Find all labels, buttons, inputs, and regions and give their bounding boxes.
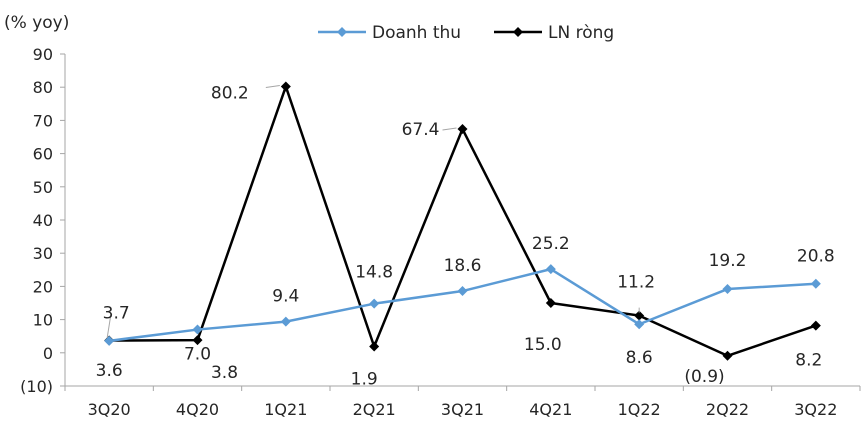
x-tick-label: 4Q21 (529, 400, 572, 419)
x-tick-label: 1Q21 (264, 400, 307, 419)
data-point (545, 298, 556, 308)
data-label: 8.6 (626, 348, 653, 368)
data-point (810, 278, 821, 289)
y-tick-label: 90 (33, 45, 53, 64)
data-point (634, 319, 645, 330)
data-point (192, 324, 203, 335)
data-label: 20.8 (797, 247, 835, 267)
x-tick-label: 2Q22 (706, 400, 749, 419)
data-label: 19.2 (709, 251, 747, 271)
data-point (369, 298, 380, 309)
data-label: 80.2 (211, 84, 249, 104)
data-label: 9.4 (272, 287, 299, 307)
x-tick-label: 3Q21 (441, 400, 484, 419)
x-tick-label: 2Q21 (353, 400, 396, 419)
data-point (457, 286, 468, 297)
data-label: 3.7 (103, 304, 130, 324)
data-point (280, 316, 291, 327)
leader-line (106, 312, 112, 338)
legend-label: Doanh thu (372, 23, 461, 43)
data-point (104, 335, 115, 346)
data-point (722, 284, 733, 295)
x-tick-labels: 3Q20 4Q20 1Q21 2Q21 3Q21 4Q21 1Q22 2Q22 3Q22 (88, 400, 838, 419)
y-tick-label: 40 (33, 211, 53, 230)
data-label: 3.6 (96, 361, 123, 381)
data-label: 18.6 (444, 256, 482, 276)
data-label: 7.0 (184, 345, 211, 365)
data-label: 11.2 (617, 273, 655, 293)
x-tick-label: 3Q22 (794, 400, 837, 419)
x-tick-label: 4Q20 (176, 400, 219, 419)
data-label: 25.2 (532, 234, 570, 254)
data-point (810, 320, 821, 331)
data-label: 14.8 (355, 263, 393, 283)
legend: Doanh thu LN ròng (318, 23, 614, 43)
y-tick-label: 30 (33, 244, 53, 263)
y-tick-label: 60 (33, 145, 53, 164)
data-point (369, 341, 380, 352)
leader-line (265, 85, 280, 89)
y-tick-label: (10) (20, 377, 53, 396)
legend-label: LN ròng (548, 23, 614, 43)
x-tick-label: 1Q22 (618, 400, 661, 419)
data-point (722, 350, 733, 361)
legend-marker (337, 27, 347, 37)
data-point (545, 264, 556, 275)
series-lines (104, 81, 821, 361)
y-tick-label: 80 (33, 78, 53, 97)
data-point (192, 335, 203, 346)
data-label: 67.4 (402, 120, 440, 140)
data-label: 3.8 (211, 363, 238, 383)
data-label: (0.9) (684, 367, 724, 387)
x-tick-label: 3Q20 (88, 400, 131, 419)
y-tick-labels: (10) 0 10 20 30 40 50 60 70 80 90 (20, 45, 53, 396)
y-tick-label: 10 (33, 311, 53, 330)
data-point (280, 81, 291, 92)
y-tick-label: 50 (33, 178, 53, 197)
y-axis-title: (% yoy) (4, 13, 69, 33)
y-tick-label: 0 (43, 344, 53, 363)
data-point (634, 310, 645, 321)
series-line (109, 267, 816, 343)
y-tick-label: 70 (33, 111, 53, 130)
data-label: 1.9 (351, 369, 378, 389)
data-label: 15.0 (524, 335, 562, 355)
y-tick-label: 20 (33, 277, 53, 296)
leader-line (442, 127, 457, 131)
data-point (457, 124, 468, 135)
data-labels: 3.6 7.0 9.4 14.8 18.6 25.2 8.6 19.2 20.8 3.7 3.8 80… (96, 84, 835, 390)
legend-marker (513, 27, 523, 37)
axes (60, 53, 861, 391)
data-label: 8.2 (795, 351, 822, 371)
